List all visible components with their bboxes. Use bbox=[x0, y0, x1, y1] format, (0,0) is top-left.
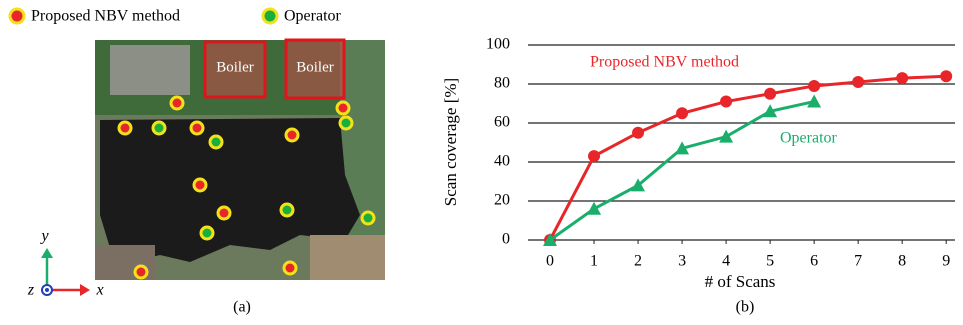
boiler-label: Boiler bbox=[296, 59, 334, 75]
x-axis-label: # of Scans bbox=[705, 272, 776, 291]
figure: Proposed NBV method Operator Boiler Boil… bbox=[0, 0, 963, 325]
point bbox=[896, 72, 908, 84]
axis-name: z bbox=[27, 282, 35, 299]
axis-name: y bbox=[39, 228, 49, 245]
legend-label: Operator bbox=[284, 8, 342, 25]
point bbox=[807, 95, 821, 108]
point bbox=[587, 202, 601, 215]
point bbox=[719, 130, 733, 143]
x-tick-label: 7 bbox=[854, 253, 862, 270]
y-tick-label: 20 bbox=[494, 192, 510, 209]
x-tick-label: 9 bbox=[942, 253, 950, 270]
y-tick-label: 100 bbox=[486, 36, 510, 53]
point-cloud bbox=[95, 40, 385, 280]
boiler-label: Boiler bbox=[216, 59, 254, 75]
y-tick-label: 0 bbox=[502, 231, 510, 248]
x-tick-label: 8 bbox=[898, 253, 906, 270]
point bbox=[676, 107, 688, 119]
caption: (b) bbox=[736, 299, 755, 316]
x-tick-label: 6 bbox=[810, 253, 818, 270]
point bbox=[852, 76, 864, 88]
point bbox=[764, 88, 776, 100]
y-tick-label: 80 bbox=[494, 75, 510, 92]
caption: (a) bbox=[233, 299, 251, 316]
series-annotation: Operator bbox=[780, 130, 838, 147]
point bbox=[632, 127, 644, 139]
x-tick-label: 4 bbox=[722, 253, 730, 270]
x-tick-label: 5 bbox=[766, 253, 774, 270]
legend-marker bbox=[10, 9, 24, 23]
legend-marker bbox=[263, 9, 277, 23]
x-tick-label: 2 bbox=[634, 253, 642, 270]
point bbox=[940, 70, 952, 82]
series-line bbox=[550, 102, 814, 240]
point bbox=[808, 80, 820, 92]
series-line bbox=[550, 76, 946, 240]
y-tick-label: 40 bbox=[494, 153, 510, 170]
x-tick-label: 3 bbox=[678, 253, 686, 270]
y-tick-label: 60 bbox=[494, 114, 510, 131]
legend-label: Proposed NBV method bbox=[31, 8, 180, 25]
y-axis-label: Scan coverage [%] bbox=[441, 78, 460, 206]
series-annotation: Proposed NBV method bbox=[590, 54, 739, 71]
point bbox=[720, 96, 732, 108]
axis-name: x bbox=[95, 282, 103, 299]
x-tick-label: 0 bbox=[546, 253, 554, 270]
x-tick-label: 1 bbox=[590, 253, 598, 270]
coordinate-frame bbox=[41, 248, 90, 296]
point bbox=[588, 150, 600, 162]
